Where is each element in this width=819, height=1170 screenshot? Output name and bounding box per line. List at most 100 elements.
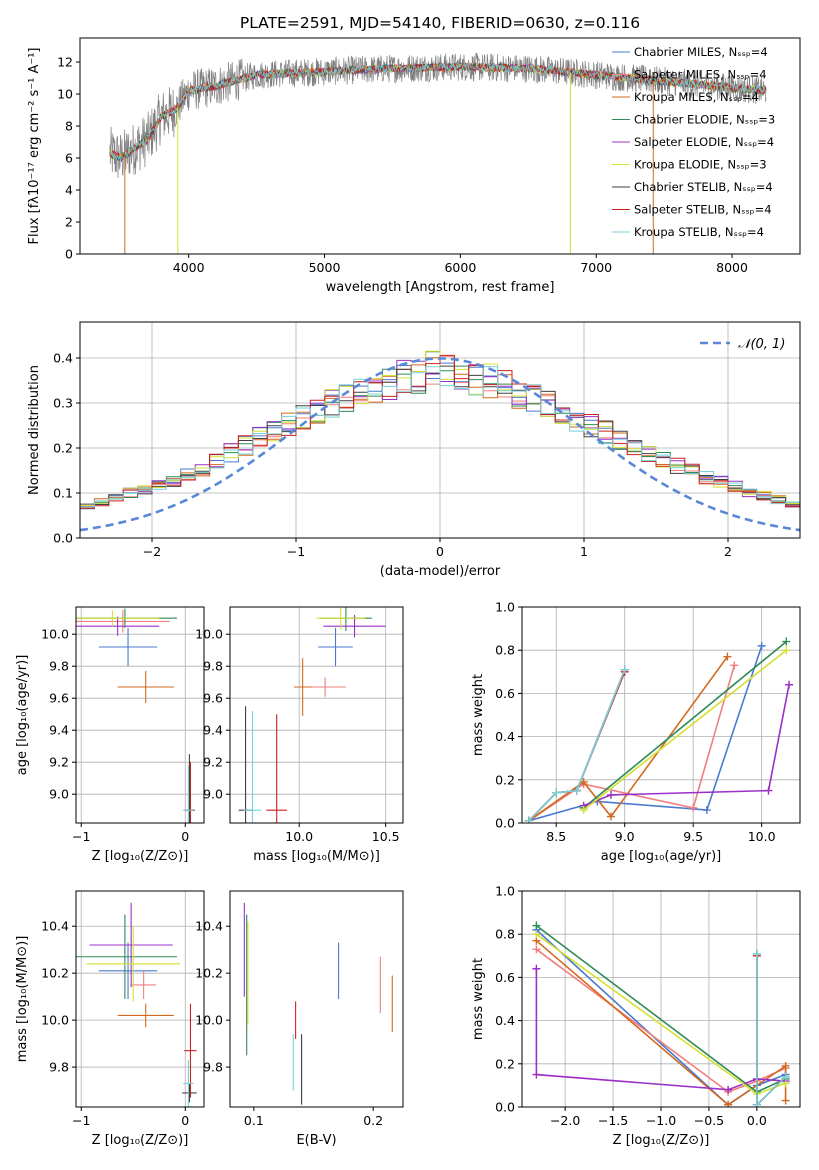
- weight-marker: [532, 921, 541, 930]
- x-tick-label: 6000: [444, 260, 476, 275]
- weight-marker: [552, 788, 561, 797]
- weight-marker: [752, 949, 761, 958]
- weight-marker: [532, 930, 541, 939]
- x-tick-label: 7000: [580, 260, 612, 275]
- legend-entry: Kroupa STELIB, Nₛₛₚ=4: [634, 225, 764, 239]
- weight-marker: [724, 1100, 733, 1107]
- panel-massweight-vs-age: 8.5 9.0 9.5 10.0 0.0 0.2 0.4 0.6 0.8 1.0 age [log₁…: [471, 600, 801, 864]
- legend-entry: Kroupa ELODIE, Nₛₛₚ=3: [634, 158, 767, 172]
- y-tick-label: 9.8: [203, 1060, 223, 1075]
- errorbar-points: [238, 607, 386, 823]
- x-tick-label: −1.0: [646, 1113, 676, 1128]
- y-tick-label: 10.0: [41, 1013, 69, 1028]
- axes-frame: [521, 606, 801, 824]
- y-axis-label: Flux [fλ10⁻¹⁷ erg cm⁻² s⁻¹ A⁻¹]: [27, 48, 42, 245]
- x-tick-label: 10.5: [372, 829, 400, 844]
- y-tick-label: 0.2: [53, 441, 73, 456]
- x-tick-label: 2: [724, 544, 732, 559]
- y-tick-label: 0.0: [495, 816, 515, 831]
- weight-marker: [724, 1085, 733, 1094]
- y-tick-label: 9.6: [203, 691, 223, 706]
- model-spectrum-line: [109, 62, 767, 162]
- x-tick-label: 0: [181, 829, 189, 844]
- panel-spectrum: 4000 5000 6000 7000 8000 0 2 4 6 8 10 12 wavelength …: [27, 37, 801, 295]
- weight-marker: [579, 806, 588, 815]
- weight-series-line: [528, 656, 729, 822]
- y-tick-label: 0.4: [495, 729, 515, 744]
- axes-frame: [79, 37, 801, 255]
- y-tick-label: 12: [57, 55, 73, 70]
- x-tick-label: 9.0: [615, 829, 635, 844]
- weight-lines: [524, 637, 794, 823]
- x-axis-label: wavelength [Angstrom, rest frame]: [326, 280, 555, 295]
- y-tick-label: 0.4: [495, 1013, 515, 1028]
- y-tick-label: 6: [65, 151, 73, 166]
- weight-marker: [702, 806, 711, 815]
- figure-title: PLATE=2591, MJD=54140, FIBERID=0630, z=0…: [240, 14, 640, 32]
- weight-marker: [689, 803, 698, 812]
- y-tick-label: 8: [65, 119, 73, 134]
- x-tick-label: 8.5: [546, 829, 566, 844]
- y-tick-label: 2: [65, 215, 73, 230]
- legend-entry: Salpeter MILES, Nₛₛₚ=4: [634, 68, 767, 82]
- x-tick-label: 10.0: [748, 829, 776, 844]
- histogram-series: [80, 350, 800, 511]
- weight-marker: [781, 1061, 790, 1070]
- x-tick-label: 0.1: [244, 1113, 264, 1128]
- x-tick-label: 0: [436, 544, 444, 559]
- x-tick-label: −1.5: [598, 1113, 628, 1128]
- weight-marker: [723, 652, 732, 661]
- x-axis-label: (data-model)/error: [380, 564, 501, 579]
- legend-entry: Kroupa MILES, Nₛₛₚ=4: [634, 90, 759, 104]
- normal-curve: [79, 357, 801, 532]
- weight-series-line: [528, 669, 626, 822]
- axes-frame: [75, 606, 205, 824]
- y-tick-label: 0.0: [53, 531, 73, 546]
- y-tick-label: 0.6: [495, 686, 515, 701]
- y-tick-label: 10.4: [41, 919, 69, 934]
- panel-massweight-vs-z: −2.0 −1.5 −1.0 −0.5 0.0 0.0 0.2 0.4 0.6 0.8 1.0 Z […: [471, 884, 801, 1148]
- weight-marker: [781, 1072, 790, 1081]
- y-tick-label: 9.4: [49, 723, 69, 738]
- panel-age-vs-mass: 10.0 10.5 9.0 9.2 9.4 9.6 9.8 10.0 mass [log₁₀(M…: [195, 606, 404, 864]
- weight-marker: [524, 816, 533, 823]
- weight-marker: [607, 790, 616, 799]
- weight-marker: [532, 945, 541, 954]
- histogram-series: [80, 366, 800, 514]
- y-tick-label: 9.2: [203, 755, 223, 770]
- weight-marker: [572, 786, 581, 795]
- y-tick-label: 0.2: [495, 772, 515, 787]
- x-axis-label: E(B-V): [296, 1133, 336, 1148]
- weight-series-line: [583, 684, 790, 807]
- x-axis-label: Z [log₁₀(Z/Z⊙)]: [92, 849, 189, 864]
- weight-marker: [752, 1100, 761, 1107]
- weight-marker: [782, 646, 791, 655]
- legend-entry: Chabrier ELODIE, Nₛₛₚ=3: [634, 113, 775, 127]
- observed-spectrum-line: [109, 52, 767, 178]
- y-tick-label: 9.0: [203, 787, 223, 802]
- y-tick-label: 10.0: [195, 627, 223, 642]
- weight-marker: [730, 661, 739, 670]
- x-tick-label: −1: [72, 1113, 90, 1128]
- weight-series-line: [528, 645, 763, 822]
- y-tick-label: 1.0: [495, 600, 515, 615]
- axes-frame: [229, 606, 404, 824]
- x-tick-label: −1: [72, 829, 90, 844]
- y-axis-label: mass [log₁₀(M/M⊙)]: [15, 936, 30, 1063]
- errorbar-points: [76, 902, 197, 1107]
- y-tick-label: 9.2: [49, 755, 69, 770]
- histogram-series: [80, 365, 800, 510]
- y-tick-label: 4: [65, 183, 73, 198]
- y-tick-label: 9.0: [49, 787, 69, 802]
- y-tick-label: 0.2: [495, 1056, 515, 1071]
- spectrum-lines: [109, 52, 767, 254]
- weight-marker: [757, 641, 766, 650]
- panel-residual-histogram: −2 −1 0 1 2 0.0 0.1 0.2 0.3 0.4 (data-model)/error…: [27, 321, 801, 579]
- y-axis-label: mass weight: [471, 674, 486, 756]
- y-axis-label: age [log₁₀(age/yr)]: [15, 655, 30, 776]
- y-tick-label: 0.3: [53, 396, 73, 411]
- y-axis-label: Normed distribution: [27, 365, 42, 495]
- y-tick-label: 0.1: [53, 486, 73, 501]
- x-tick-label: 9.5: [683, 829, 703, 844]
- weight-marker: [607, 812, 616, 821]
